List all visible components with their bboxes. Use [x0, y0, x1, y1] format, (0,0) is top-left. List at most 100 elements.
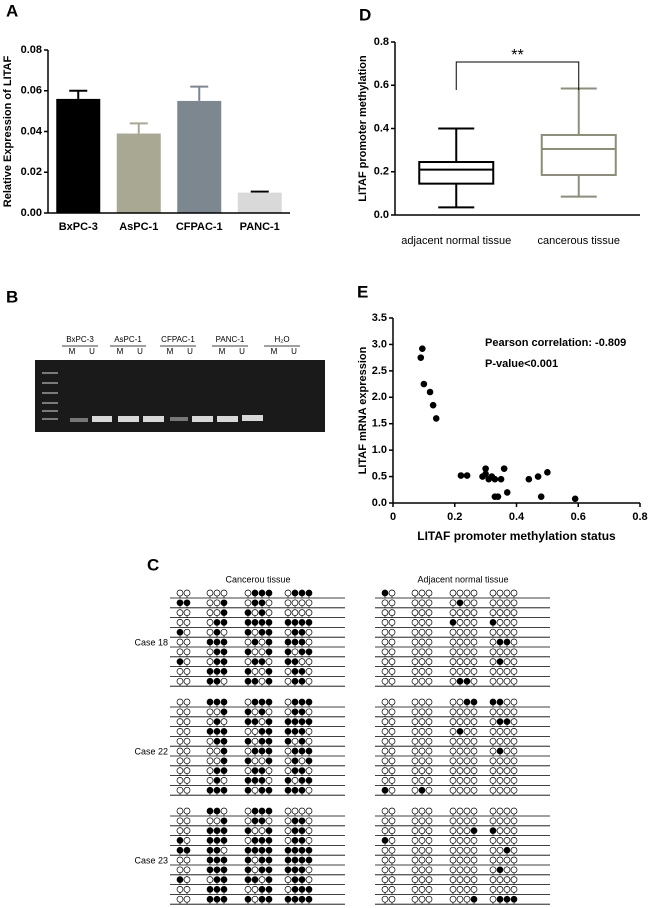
cpg-site [463, 599, 471, 607]
cpg-site [298, 737, 306, 745]
lane-label: CFPAC-1 [161, 335, 195, 344]
cpg-site [258, 628, 266, 636]
cpg-site [381, 609, 389, 616]
cpg-site [510, 757, 518, 765]
cpg-site [381, 619, 389, 626]
cpg-site [206, 638, 214, 646]
cpg-site [496, 677, 504, 685]
cpg-site [176, 757, 184, 765]
cpg-site [418, 718, 426, 725]
cpg-site [496, 866, 504, 874]
cpg-site [244, 728, 252, 735]
cpg-site [284, 817, 292, 825]
cpg-site [220, 856, 228, 864]
cpg-site [388, 886, 396, 893]
cpg-site [220, 757, 228, 765]
cpg-site [388, 876, 396, 883]
cpg-site [411, 747, 419, 755]
lane-sublabel: M [117, 347, 124, 356]
cpg-site [425, 677, 433, 685]
cpg-site [449, 846, 457, 854]
cpg-site [291, 677, 299, 685]
cpg-site [470, 609, 478, 616]
cpg-site [456, 668, 464, 675]
cpg-site [489, 846, 497, 854]
cpg-site [244, 619, 252, 626]
cpg-site [213, 817, 221, 825]
cpg-site [456, 648, 464, 656]
cpg-site [251, 658, 259, 665]
x-tick-label: 0.2 [447, 511, 462, 523]
cpg-site [388, 827, 396, 834]
cpg-site [510, 856, 518, 864]
cpg-site [183, 747, 191, 755]
cpg-site [503, 668, 511, 675]
cpg-site [305, 718, 313, 725]
cpg-site [291, 817, 299, 825]
lane-label: BxPC-3 [66, 335, 94, 344]
cpg-site [470, 658, 478, 665]
cpg-site [470, 837, 478, 844]
cpg-site [411, 837, 419, 844]
cpg-site [418, 668, 426, 675]
cpg-site [503, 757, 511, 765]
cpg-site [258, 648, 266, 656]
cpg-site [213, 886, 221, 893]
cpg-site [449, 698, 457, 706]
cpg-site [418, 767, 426, 774]
cpg-site [220, 638, 228, 646]
cpg-site [381, 589, 389, 597]
cpg-site [265, 708, 273, 716]
cpg-site [251, 827, 259, 834]
cpg-site [456, 876, 464, 883]
cpg-site [284, 827, 292, 834]
cpg-site [220, 708, 228, 716]
cpg-site [258, 599, 266, 607]
cpg-site [258, 837, 266, 844]
cpg-site [305, 638, 313, 646]
cpg-site [305, 777, 313, 784]
cpg-site [456, 747, 464, 755]
cpg-site [206, 895, 214, 903]
cpg-site [456, 837, 464, 844]
lane-label: H₂O [274, 335, 289, 344]
cpg-site [251, 876, 259, 883]
cpg-site [388, 668, 396, 675]
cpg-site [388, 786, 396, 794]
cpg-site [470, 599, 478, 607]
cpg-site [265, 817, 273, 825]
cpg-site [284, 747, 292, 755]
cpg-site [291, 747, 299, 755]
point [494, 493, 502, 500]
cpg-site [183, 767, 191, 774]
cpg-site [411, 708, 419, 716]
cpg-site [418, 658, 426, 665]
cpg-site [388, 589, 396, 597]
cpg-site [463, 609, 471, 616]
cpg-site [251, 698, 259, 706]
cpg-site [206, 827, 214, 834]
cpg-site [425, 589, 433, 597]
cpg-site [449, 589, 457, 597]
cpg-site [251, 737, 259, 745]
cpg-site [220, 698, 228, 706]
cpg-site [463, 589, 471, 597]
cpg-site [456, 817, 464, 825]
cpg-site [388, 817, 396, 825]
cpg-site [176, 817, 184, 825]
cpg-site [489, 786, 497, 794]
cpg-site [449, 728, 457, 735]
cpg-site [258, 886, 266, 893]
cpg-site [206, 747, 214, 755]
cpg-site [411, 757, 419, 765]
cpg-site [496, 837, 504, 844]
cpg-site [456, 677, 464, 685]
cpg-site [411, 886, 419, 893]
cpg-site [510, 737, 518, 745]
cpg-site [183, 827, 191, 834]
point [426, 388, 434, 396]
cpg-site [265, 668, 273, 675]
cpg-site [220, 817, 228, 825]
cpg-site [305, 668, 313, 675]
